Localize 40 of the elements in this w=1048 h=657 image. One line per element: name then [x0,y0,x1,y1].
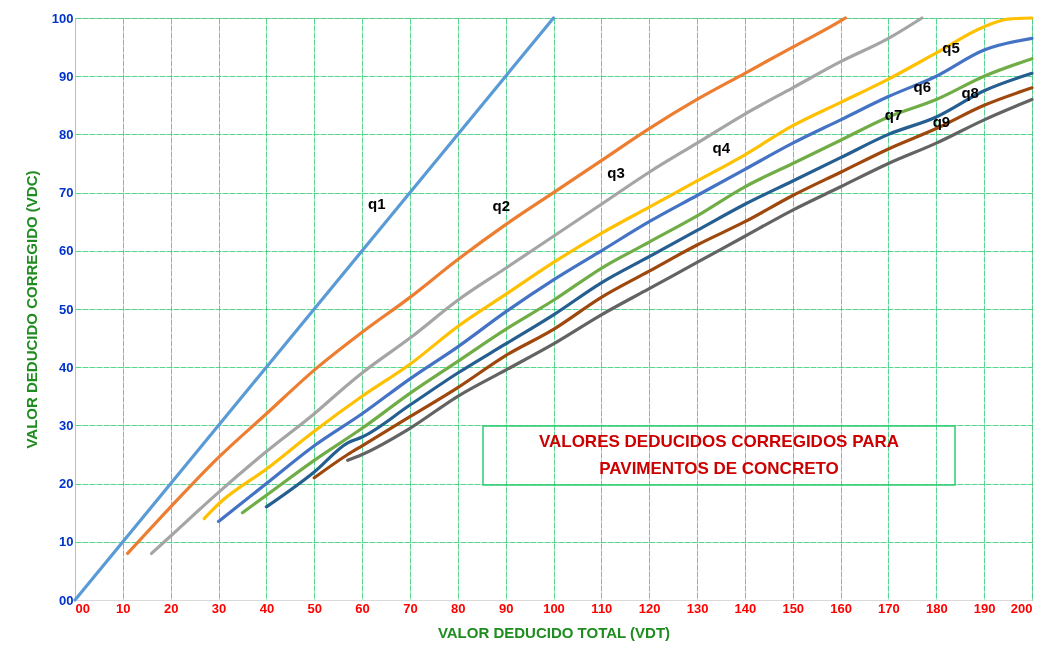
annotation: q3 [607,164,625,182]
x-tick-label: 130 [686,600,709,616]
y-tick-label: 20 [59,476,74,492]
x-tick-label: 30 [211,600,227,616]
x-tick-label: 10 [116,600,131,616]
x-tick-label: 120 [638,600,661,616]
y-tick-label: 90 [59,68,74,84]
y-tick-label: 10 [59,534,74,550]
x-tick-label: 180 [925,600,948,616]
annotation: q4 [712,139,731,157]
x-tick-label: 190 [973,600,996,616]
y-tick-label: 50 [59,301,74,317]
y-tick-label: 80 [59,126,74,142]
x-tick-label: 110 [591,600,613,616]
x-tick-label: 70 [403,600,418,616]
x-tick-label: 100 [543,600,565,616]
x-tick-label: 160 [830,600,852,616]
x-tick-label: 80 [451,600,466,616]
x-tick-label: 60 [355,600,370,616]
annotation: q8 [961,84,979,102]
x-tick-label: 150 [782,600,805,616]
x-axis-title: VALOR DEDUCIDO TOTAL (VDT) [437,623,671,641]
x-tick-label: 20 [163,600,179,616]
y-axis-title: VALOR DEDUCIDO CORREGIDO (VDC) [22,170,40,449]
x-tick-label: 170 [878,600,900,616]
x-tick-label: 00 [75,600,90,616]
annotation: q1 [368,194,386,212]
x-tick-label: 140 [734,600,757,616]
y-tick-label: 40 [59,359,74,375]
x-tick-label: 200 [1010,600,1033,616]
y-tick-label: 100 [51,10,74,26]
annotation: q2 [492,197,510,215]
x-tick-label: 50 [307,600,322,616]
annotation: q6 [913,78,932,96]
y-tick-label: 60 [59,243,74,259]
x-tick-label: 40 [259,600,275,616]
y-tick-label: 70 [59,185,74,201]
x-tick-label: 90 [498,600,514,616]
annotation: VALORES DEDUCIDOS CORREGIDOS PARA PAVIMENTOS DE CONCRETO [538,432,900,478]
y-tick-label: 30 [59,417,74,433]
